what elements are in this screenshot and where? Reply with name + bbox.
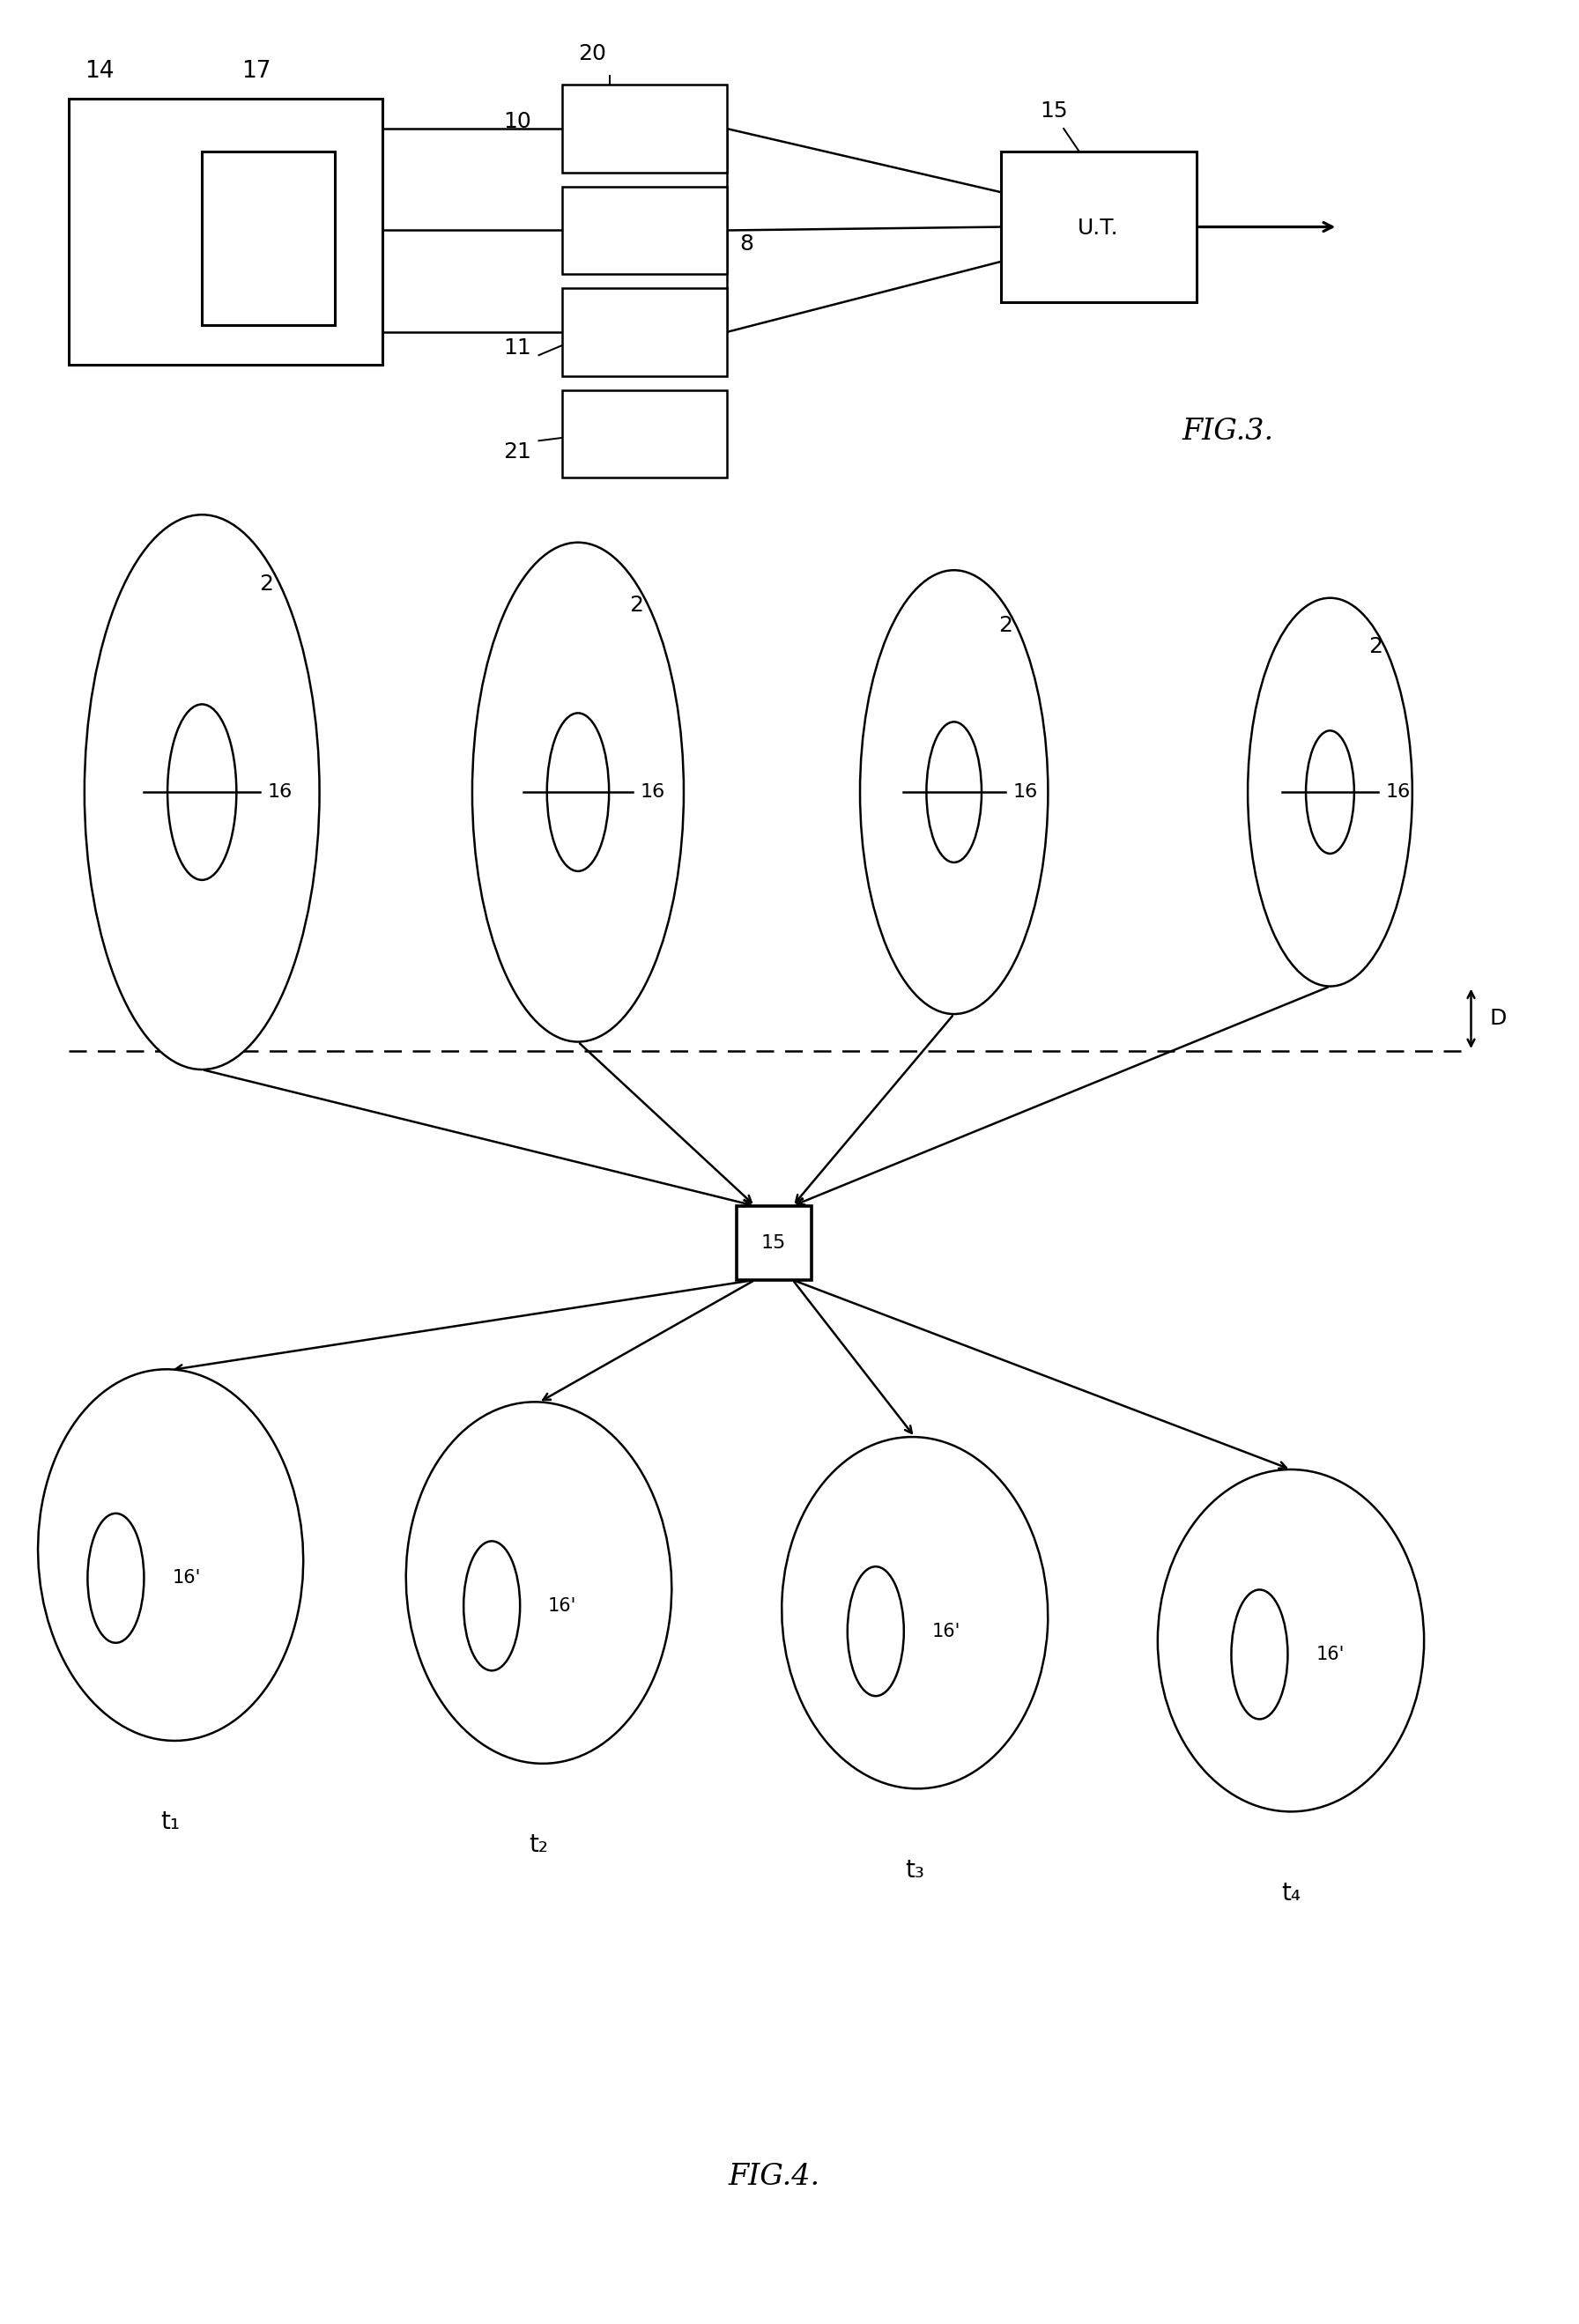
Ellipse shape	[167, 704, 237, 881]
Ellipse shape	[848, 1566, 903, 1697]
Ellipse shape	[1232, 1590, 1288, 1720]
Ellipse shape	[464, 1541, 519, 1671]
Ellipse shape	[406, 1401, 671, 1764]
Ellipse shape	[782, 1436, 1048, 1789]
Text: D: D	[1491, 1009, 1506, 1030]
Text: t₂: t₂	[529, 1831, 548, 1857]
Text: 16': 16'	[548, 1597, 576, 1615]
Text: 2: 2	[259, 574, 273, 595]
Ellipse shape	[1247, 597, 1412, 985]
Text: 2: 2	[1369, 637, 1382, 658]
Ellipse shape	[87, 1513, 144, 1643]
Text: FIG.3.: FIG.3.	[1183, 418, 1274, 446]
Text: FIG.4.: FIG.4.	[728, 2164, 820, 2192]
Text: 15: 15	[1041, 100, 1067, 121]
Text: 21: 21	[502, 442, 531, 462]
Text: 10: 10	[504, 112, 531, 132]
Bar	[202, 151, 335, 325]
Text: 16: 16	[1012, 783, 1037, 802]
Ellipse shape	[38, 1369, 303, 1741]
Text: U.T.: U.T.	[1077, 218, 1118, 239]
Bar	[562, 186, 726, 274]
Ellipse shape	[84, 514, 319, 1069]
Ellipse shape	[546, 713, 609, 872]
Ellipse shape	[1157, 1469, 1424, 1813]
Bar	[736, 1206, 812, 1281]
Bar	[1001, 151, 1197, 302]
Text: t₄: t₄	[1281, 1880, 1301, 1906]
Text: 8: 8	[739, 235, 753, 256]
Text: 15: 15	[761, 1234, 786, 1253]
Ellipse shape	[1306, 730, 1355, 853]
Text: 16': 16'	[932, 1622, 960, 1641]
Bar	[562, 288, 726, 376]
Text: 2: 2	[628, 595, 643, 616]
Text: 16: 16	[268, 783, 292, 802]
Bar	[562, 390, 726, 479]
Text: 2: 2	[998, 616, 1012, 637]
Text: t₁: t₁	[161, 1810, 180, 1834]
Text: 14: 14	[84, 60, 114, 81]
Ellipse shape	[927, 723, 982, 862]
Bar	[562, 84, 726, 172]
Text: 16': 16'	[172, 1569, 201, 1587]
Bar	[69, 98, 382, 365]
Text: 11: 11	[504, 337, 531, 358]
Ellipse shape	[861, 569, 1048, 1013]
Text: 16: 16	[641, 783, 665, 802]
Ellipse shape	[472, 541, 684, 1041]
Text: 17: 17	[242, 60, 270, 81]
Text: 16': 16'	[1315, 1645, 1344, 1664]
Text: t₃: t₃	[905, 1857, 924, 1882]
Text: 20: 20	[578, 42, 606, 65]
Text: 16: 16	[1385, 783, 1410, 802]
